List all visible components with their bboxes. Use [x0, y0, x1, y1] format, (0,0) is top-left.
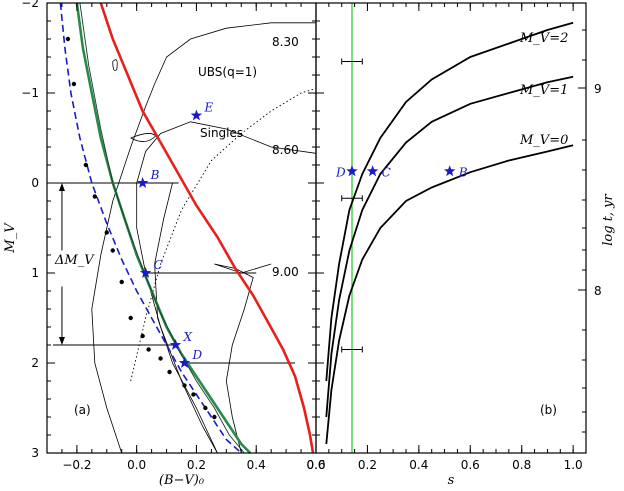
x-tick-label: 0.2 [358, 458, 377, 472]
mv-curve-2 [325, 144, 574, 445]
right-y-tick-label: 9 [594, 82, 602, 96]
star-label-B: B [150, 168, 160, 182]
panel-label-a: (a) [74, 403, 91, 417]
y-tick-label: 2 [31, 356, 39, 370]
dot-point-15 [212, 414, 217, 420]
isochrone-label: 8.60 [272, 143, 299, 157]
dot-point-13 [191, 392, 196, 397]
red-curve [99, 2, 315, 454]
isochrone-label: 8.30 [272, 35, 299, 49]
x-tick-label: 0.4 [409, 458, 428, 472]
curve-label: M_V=0 [519, 133, 568, 148]
star-label-X: X [183, 330, 193, 344]
x-tick-label: 0.6 [461, 458, 480, 472]
star-label-C: C [382, 165, 391, 179]
dot-point-11 [167, 369, 172, 375]
star-label-B: B [458, 165, 468, 179]
isochrone-curve-3 [154, 182, 218, 454]
dot-point-5 [110, 248, 115, 253]
dot-point-6 [119, 279, 124, 285]
dot-point-10 [158, 356, 163, 361]
dot-point-4 [104, 230, 109, 235]
dot-point-2 [83, 162, 89, 168]
dot-point-12 [182, 383, 187, 388]
star-D [346, 165, 358, 177]
isochrone-curve-0 [91, 22, 316, 454]
curve-label: M_V=1 [519, 83, 568, 98]
x-tick-label: −0.2 [62, 458, 91, 472]
dot-point-7 [128, 315, 133, 321]
y-axis-label: M_V [3, 222, 18, 254]
delta-mv-label: ΔM_V [54, 253, 95, 268]
y-tick-label: 1 [31, 266, 39, 280]
star-label-C: C [154, 258, 163, 272]
ubs-dotted-curve [130, 88, 317, 382]
curve-label: M_V=2 [519, 31, 568, 46]
x-tick-label: 0.4 [247, 458, 266, 472]
star-B [444, 165, 456, 177]
x-tick-label: 0.0 [306, 458, 325, 472]
panel-b: M_V=2 M_V=1 M_V=0 D C B 0.0 0.2 0.4 0.6 0.8 1.0 8 9 s l… [306, 2, 616, 488]
dot-point-14 [203, 405, 208, 411]
y-tick-label: −1 [21, 86, 39, 100]
star-E [190, 109, 203, 121]
y-tick-label: 0 [31, 176, 39, 190]
x-tick-label: 0.8 [512, 458, 531, 472]
x-axis-label: s [448, 473, 455, 488]
star-X [169, 339, 182, 350]
mv-curve-1 [325, 75, 574, 418]
isochrone-label: 9.00 [272, 265, 299, 279]
x-tick-label: 1.0 [564, 458, 583, 472]
star-B [136, 177, 149, 188]
star-C [139, 267, 152, 278]
secondary-isochrone [79, 2, 245, 454]
star-label-E: E [203, 101, 213, 115]
panel-a: E B C XD −0.2 0.0 0.2 0.4 0.6 −2 −1 0 1 2 3 (B−V)₀ M_V 8.… [3, 0, 326, 488]
y-tick-label: 3 [31, 446, 39, 460]
dot-point-3 [92, 194, 98, 199]
right-y-tick-label: 8 [594, 284, 602, 298]
star-label-D: D [335, 165, 346, 179]
blue-curve [59, 2, 242, 454]
panel-label-b: (b) [540, 403, 557, 417]
delta-mv-arrow-head-up [58, 183, 65, 191]
dot-point-9 [146, 347, 151, 352]
dot-point-0 [65, 36, 71, 42]
right-y-axis-label: log t, yr [601, 193, 616, 245]
x-tick-label: 0.0 [127, 458, 146, 472]
isochrone-curve-1 [136, 121, 317, 454]
star-D [178, 357, 191, 368]
isochrone-loop-1 [112, 59, 118, 71]
isochrone-curve-2 [214, 263, 272, 454]
y-tick-label: −2 [21, 0, 39, 10]
x-tick-label: 0.6 [306, 458, 325, 472]
dot-point-8 [140, 333, 145, 339]
star-label-D: D [191, 348, 202, 362]
x-axis-label: (B−V)₀ [159, 473, 205, 488]
x-tick-label: 0.2 [187, 458, 206, 472]
singles-label: Singles [200, 126, 243, 140]
delta-mv-arrow-head-down [58, 337, 65, 345]
ubs-label: UBS(q=1) [198, 65, 257, 79]
star-C [366, 165, 379, 177]
mv-curve-0 [325, 21, 574, 382]
dot-point-1 [71, 81, 77, 87]
